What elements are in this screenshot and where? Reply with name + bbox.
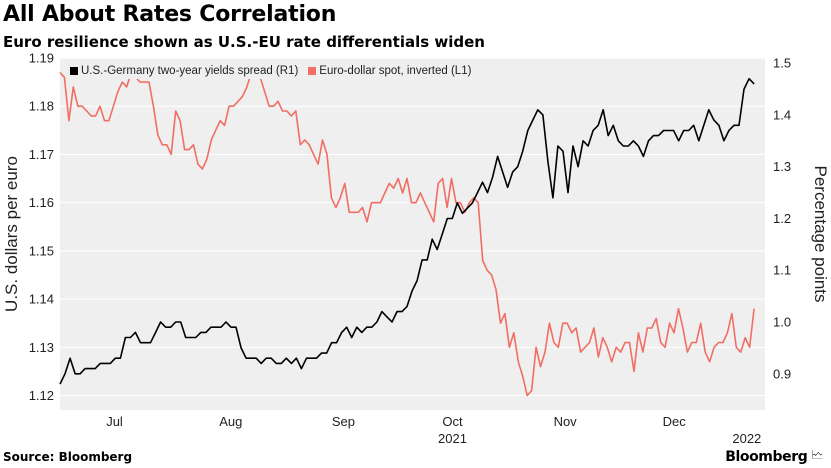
chart-title: All About Rates Correlation: [3, 2, 337, 27]
gridlines: [60, 57, 765, 397]
x-tick-label: Aug: [219, 414, 242, 429]
x-tick-label: Oct: [442, 414, 463, 429]
y-left-axis-label: U.S. dollars per euro: [2, 156, 21, 312]
legend-swatch-spread: [70, 67, 78, 75]
chart-icon: 🗠: [811, 448, 823, 462]
y-left-tick-label: 1.13: [29, 340, 54, 355]
y-right-tick-label: 1.4: [773, 107, 791, 122]
x-tick-label: Nov: [554, 414, 578, 429]
y-right-tick-label: 1.0: [773, 315, 791, 330]
x-tick-label: Jul: [106, 414, 123, 429]
series-lines: [59, 71, 755, 397]
x-year-label: 2022: [732, 431, 761, 446]
legend: U.S.-Germany two-year yields spread (R1)…: [66, 63, 476, 79]
y-left-tick-label: 1.17: [29, 147, 54, 162]
y-left-tick-label: 1.15: [29, 243, 54, 258]
x-year-label: 2021: [438, 431, 467, 446]
y-left-tick-label: 1.18: [29, 99, 54, 114]
legend-item-euro: Euro-dollar spot, inverted (L1): [308, 65, 471, 77]
y-right-tick-label: 0.9: [773, 366, 791, 381]
y-left-tick-label: 1.19: [29, 51, 54, 66]
y-right-axis-label: Percentage points: [811, 165, 830, 302]
y-right-tick-label: 1.5: [773, 56, 791, 71]
tick-labels: 1.19 1.18 1.17 1.16 1.15 1.14 1.13 1.12 1.5 1.4 1.…: [29, 51, 791, 447]
y-left-tick-label: 1.14: [29, 292, 54, 307]
brand-name: Bloomberg: [725, 448, 808, 465]
y-right-tick-label: 1.3: [773, 159, 791, 174]
brand-logo: Bloomberg 🗠: [725, 446, 823, 467]
chart-subtitle: Euro resilience shown as U.S.-EU rate di…: [3, 33, 485, 51]
legend-label-euro: Euro-dollar spot, inverted (L1): [319, 65, 472, 77]
legend-label-spread: U.S.-Germany two-year yields spread (R1): [81, 65, 299, 77]
series-line-spread: [59, 77, 755, 385]
legend-item-spread: U.S.-Germany two-year yields spread (R1): [70, 65, 298, 77]
y-right-tick-label: 1.1: [773, 263, 791, 278]
y-left-tick-label: 1.12: [29, 388, 54, 403]
x-tick-label: Sep: [332, 414, 355, 429]
y-left-tick-label: 1.16: [29, 195, 54, 210]
source-note: Source: Bloomberg: [3, 450, 133, 464]
x-tick-label: Dec: [663, 414, 687, 429]
y-right-tick-label: 1.2: [773, 211, 791, 226]
series-line-euro: [59, 71, 755, 397]
legend-swatch-euro: [308, 67, 317, 75]
